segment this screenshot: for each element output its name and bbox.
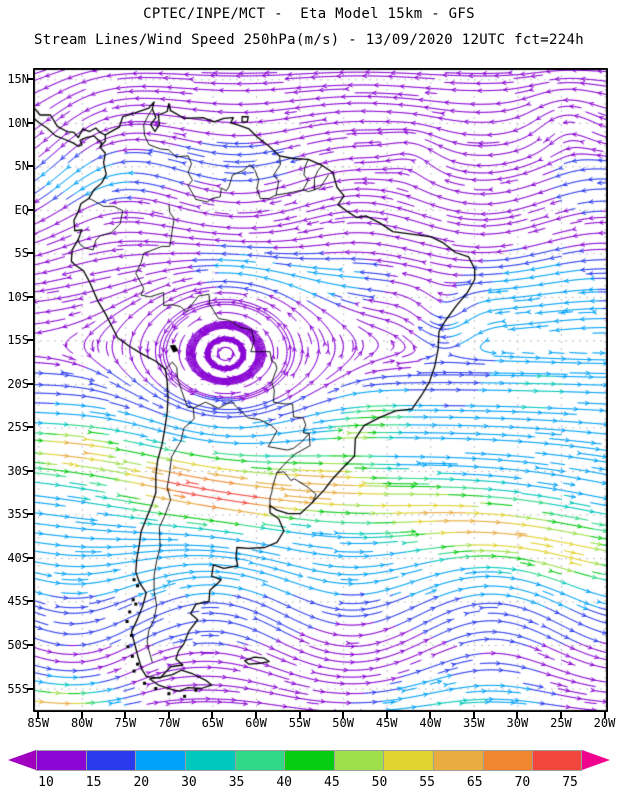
lon-tick-label: 80W [70, 716, 93, 730]
lon-tick-label: 75W [114, 716, 137, 730]
lat-tick [27, 426, 33, 429]
lat-tick-label: 20S [7, 376, 29, 391]
colorbar-cell [333, 750, 385, 771]
colorbar-cell [284, 750, 335, 771]
lat-tick-label: 45S [7, 594, 29, 609]
lon-tick-label: 55W [288, 716, 311, 730]
colorbar-cell [433, 750, 484, 771]
colorbar-label: 45 [324, 775, 340, 790]
page-title: CPTEC/INPE/MCT - Eta Model 15km - GFS [143, 6, 475, 22]
colorbar-label: 35 [228, 775, 245, 790]
lon-tick [167, 712, 170, 718]
lat-tick [27, 643, 33, 646]
lon-tick-label: 40W [419, 716, 442, 730]
colorbar-label: 30 [181, 775, 197, 790]
colorbar-arrow-left [8, 750, 36, 770]
colorbar-cell [135, 750, 186, 771]
lon-tick-label: 45W [375, 716, 398, 730]
lon-tick [298, 712, 301, 718]
lon-tick [37, 712, 40, 718]
lon-tick [80, 712, 83, 718]
lon-tick-label: 25W [550, 716, 572, 730]
lat-tick [27, 208, 33, 211]
colorbar-cell [234, 750, 286, 771]
wind-speed-colorbar: 10 15 20 30 35 40 45 50 55 65 70 75 [0, 749, 618, 797]
lat-tick [27, 295, 33, 298]
colorbar-cell [85, 750, 137, 771]
colorbar-label: 65 [466, 775, 483, 790]
lon-tick [429, 712, 432, 718]
lon-tick-label: 70W [158, 716, 180, 730]
lon-tick-label: 85W [27, 716, 50, 730]
lat-tick [27, 469, 33, 472]
lon-tick-label: 60W [245, 716, 267, 730]
page-subtitle: Stream Lines/Wind Speed 250hPa(m/s) - 13… [34, 32, 584, 48]
lon-tick [255, 712, 258, 718]
lat-tick [27, 556, 33, 559]
colorbar-label: 15 [85, 775, 102, 790]
lat-tick-label: 5N [14, 159, 29, 174]
lat-tick-label: EQ [14, 202, 29, 217]
lat-tick-label: 10S [7, 289, 29, 304]
lat-tick [27, 687, 33, 690]
lon-tick [124, 712, 127, 718]
lon-tick [211, 712, 214, 718]
lon-tick-label: 65W [201, 716, 224, 730]
colorbar-label: 10 [38, 775, 54, 790]
lat-tick [27, 121, 33, 124]
lat-tick [27, 382, 33, 385]
lat-tick [27, 339, 33, 342]
streamline-map-canvas [33, 68, 608, 712]
lon-tick [603, 712, 606, 718]
colorbar-label: 70 [514, 775, 531, 790]
lon-tick [472, 712, 475, 718]
lon-tick [559, 712, 562, 718]
colorbar-label: 20 [133, 775, 150, 790]
colorbar-label: 40 [276, 775, 293, 790]
lat-tick-label: 25S [7, 420, 29, 435]
lat-tick [27, 78, 33, 81]
lon-tick-label: 50W [332, 716, 354, 730]
lat-tick-label: 50S [7, 637, 29, 652]
lat-tick-label: 30S [7, 463, 29, 478]
colorbar-cell [36, 750, 87, 771]
lat-tick-label: 55S [7, 681, 29, 696]
colorbar-cell [184, 750, 236, 771]
lon-tick [516, 712, 519, 718]
lon-tick-label: 30W [506, 716, 529, 730]
colorbar-cell [482, 750, 534, 771]
lat-tick [27, 513, 33, 516]
colorbar-label: 55 [419, 775, 435, 790]
lat-tick-label: 40S [7, 550, 29, 565]
lon-tick [342, 712, 345, 718]
lat-tick [27, 252, 33, 255]
lat-tick-label: 15N [7, 72, 29, 87]
colorbar-cell [383, 750, 435, 771]
lat-tick [27, 165, 33, 168]
lat-tick-label: 10N [7, 115, 29, 130]
colorbar-label: 50 [371, 775, 388, 790]
lon-tick-label: 35W [462, 716, 485, 730]
lon-tick-label: 20W [593, 716, 616, 730]
lat-tick-label: 35S [7, 507, 29, 522]
lat-tick-label: 5S [14, 246, 29, 261]
lon-tick [385, 712, 388, 718]
lat-tick-label: 15S [7, 333, 29, 348]
lat-tick [27, 600, 33, 603]
map-plot [33, 68, 608, 712]
colorbar-cell [532, 750, 582, 771]
colorbar-arrow-right [582, 750, 610, 770]
colorbar-label: 75 [562, 775, 578, 790]
